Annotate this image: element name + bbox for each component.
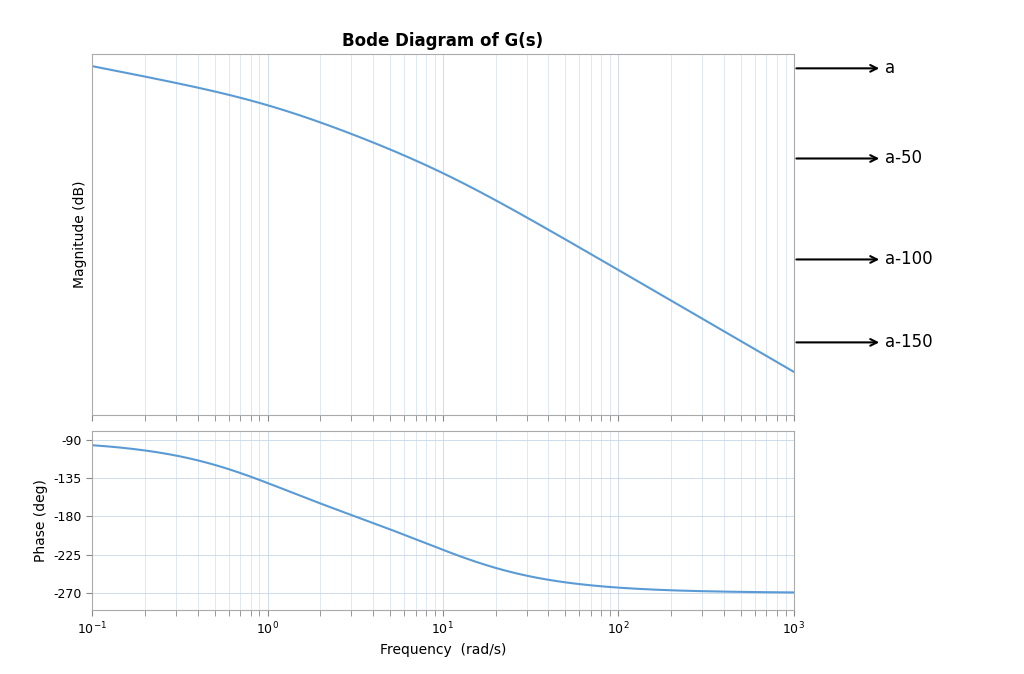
- Text: a-100: a-100: [797, 251, 933, 268]
- Text: a-50: a-50: [797, 150, 922, 168]
- Text: a-150: a-150: [797, 334, 933, 351]
- Y-axis label: Magnitude (dB): Magnitude (dB): [73, 181, 87, 288]
- X-axis label: Frequency  (rad/s): Frequency (rad/s): [380, 642, 506, 656]
- Text: a: a: [797, 59, 895, 78]
- Title: Bode Diagram of G(s): Bode Diagram of G(s): [342, 32, 544, 50]
- Y-axis label: Phase (deg): Phase (deg): [34, 479, 48, 562]
